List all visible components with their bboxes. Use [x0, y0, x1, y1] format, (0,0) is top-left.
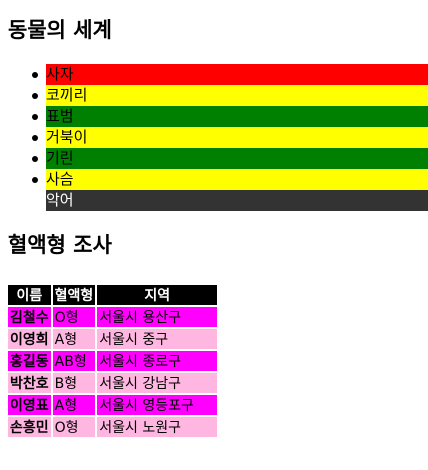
list-item: 코끼리 — [32, 85, 428, 106]
column-header-blood: 혈액형 — [52, 285, 96, 305]
blood-heading: 혈액형 조사 — [8, 233, 112, 257]
cell-blood: O형 — [52, 307, 96, 327]
animal-label: 거북이 — [46, 127, 428, 148]
cell-name: 손흥민 — [8, 417, 51, 437]
table-row: 김철수 O형 서울시 용산구 — [8, 307, 218, 327]
animal-label: 표범 — [46, 106, 428, 127]
page: 동물의 세계 사자 코끼리 표범 거북이 기린 사슴 악어 — [6, 18, 428, 439]
cell-name: 박찬호 — [8, 373, 51, 393]
cell-blood: AB형 — [52, 351, 96, 371]
bullet-icon — [32, 93, 38, 99]
animal-label: 악어 — [46, 190, 428, 211]
cell-region: 서울시 강남구 — [97, 373, 218, 393]
animals-heading: 동물의 세계 — [8, 18, 112, 42]
column-header-name: 이름 — [8, 285, 51, 305]
list-item: 표범 — [32, 106, 428, 127]
list-item: 거북이 — [32, 127, 428, 148]
list-item: 사슴 — [32, 169, 428, 190]
column-header-region: 지역 — [97, 285, 218, 305]
table-row: 홍길동 AB형 서울시 종로구 — [8, 351, 218, 371]
animal-label: 기린 — [46, 148, 428, 169]
cell-blood: A형 — [52, 329, 96, 349]
cell-blood: B형 — [52, 373, 96, 393]
cell-blood: O형 — [52, 417, 96, 437]
blood-type-table: 이름 혈액형 지역 김철수 O형 서울시 용산구 이영희 A형 서울시 중구 홍… — [6, 283, 219, 439]
cell-region: 서울시 영등포구 — [97, 395, 218, 415]
cell-name: 김철수 — [8, 307, 51, 327]
cell-region: 서울시 용산구 — [97, 307, 218, 327]
table-row: 이영희 A형 서울시 중구 — [8, 329, 218, 349]
cell-region: 서울시 노원구 — [97, 417, 218, 437]
list-item: 악어 — [46, 190, 428, 211]
bullet-icon — [32, 135, 38, 141]
cell-name: 이영희 — [8, 329, 51, 349]
table-header-row: 이름 혈액형 지역 — [8, 285, 218, 305]
bullet-icon — [32, 114, 38, 120]
animal-label: 사슴 — [46, 169, 428, 190]
animal-label: 사자 — [46, 64, 428, 85]
cell-name: 이영표 — [8, 395, 51, 415]
table-row: 박찬호 B형 서울시 강남구 — [8, 373, 218, 393]
cell-blood: A형 — [52, 395, 96, 415]
table-row: 손흥민 O형 서울시 노원구 — [8, 417, 218, 437]
list-item: 기린 — [32, 148, 428, 169]
cell-name: 홍길동 — [8, 351, 51, 371]
bullet-icon — [32, 177, 38, 183]
animal-label: 코끼리 — [46, 85, 428, 106]
cell-region: 서울시 중구 — [97, 329, 218, 349]
bullet-icon — [32, 156, 38, 162]
table-row: 이영표 A형 서울시 영등포구 — [8, 395, 218, 415]
list-item: 사자 — [32, 64, 428, 85]
animal-list: 사자 코끼리 표범 거북이 기린 사슴 악어 — [8, 64, 428, 211]
bullet-icon — [32, 72, 38, 78]
cell-region: 서울시 종로구 — [97, 351, 218, 371]
